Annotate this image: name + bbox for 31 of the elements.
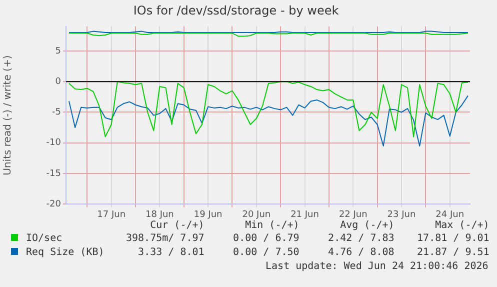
x-tick-label: 23 Jun xyxy=(387,210,416,220)
x-tick-label: 19 Jun xyxy=(194,210,222,220)
text: Avg (-/+) xyxy=(339,220,394,232)
text: Last update: Wed Jun 24 21:00:46 2026 xyxy=(264,260,490,274)
y-tick-label: -5 xyxy=(52,108,61,118)
y-tick-label: -15 xyxy=(46,168,61,179)
text: 21.87 / 9.51 xyxy=(416,246,490,260)
x-tick-label: 21 Jun xyxy=(290,210,319,220)
x-tick-label: 17 Jun xyxy=(97,210,126,220)
chart-title: IOs for /dev/ssd/storage - by week xyxy=(133,3,339,18)
y-tick-label: -20 xyxy=(46,200,62,210)
y-axis-title: Units read (-) / write (+) xyxy=(2,55,14,176)
legend-label: IO/sec xyxy=(25,232,64,246)
text: Cur (-/+) xyxy=(149,220,204,232)
text: 3.33 / 8.01 xyxy=(137,246,204,260)
y-tick-label: 5 xyxy=(55,46,61,56)
y-tick-label: -10 xyxy=(46,138,62,148)
text: 0.00 / 6.79 xyxy=(232,232,300,246)
x-tick-label: 24 Jun xyxy=(436,210,464,220)
text: 0.00 / 7.50 xyxy=(232,246,300,260)
text: 2.42 / 7.83 xyxy=(327,232,394,246)
x-tick-label: 18 Jun xyxy=(146,210,174,220)
text: Max (-/+) xyxy=(434,220,490,232)
text: 398.75m/ 7.97 xyxy=(125,232,204,246)
legend-label: Req Size (KB) xyxy=(25,246,106,260)
text: 17.81 / 9.01 xyxy=(416,232,490,246)
text: 4.76 / 8.08 xyxy=(327,246,394,260)
y-tick-label: 0 xyxy=(55,76,62,87)
x-tick-label: 22 Jun xyxy=(338,210,368,220)
text: Min (-/+) xyxy=(244,220,300,232)
x-tick-label: 20 Jun xyxy=(242,210,271,220)
